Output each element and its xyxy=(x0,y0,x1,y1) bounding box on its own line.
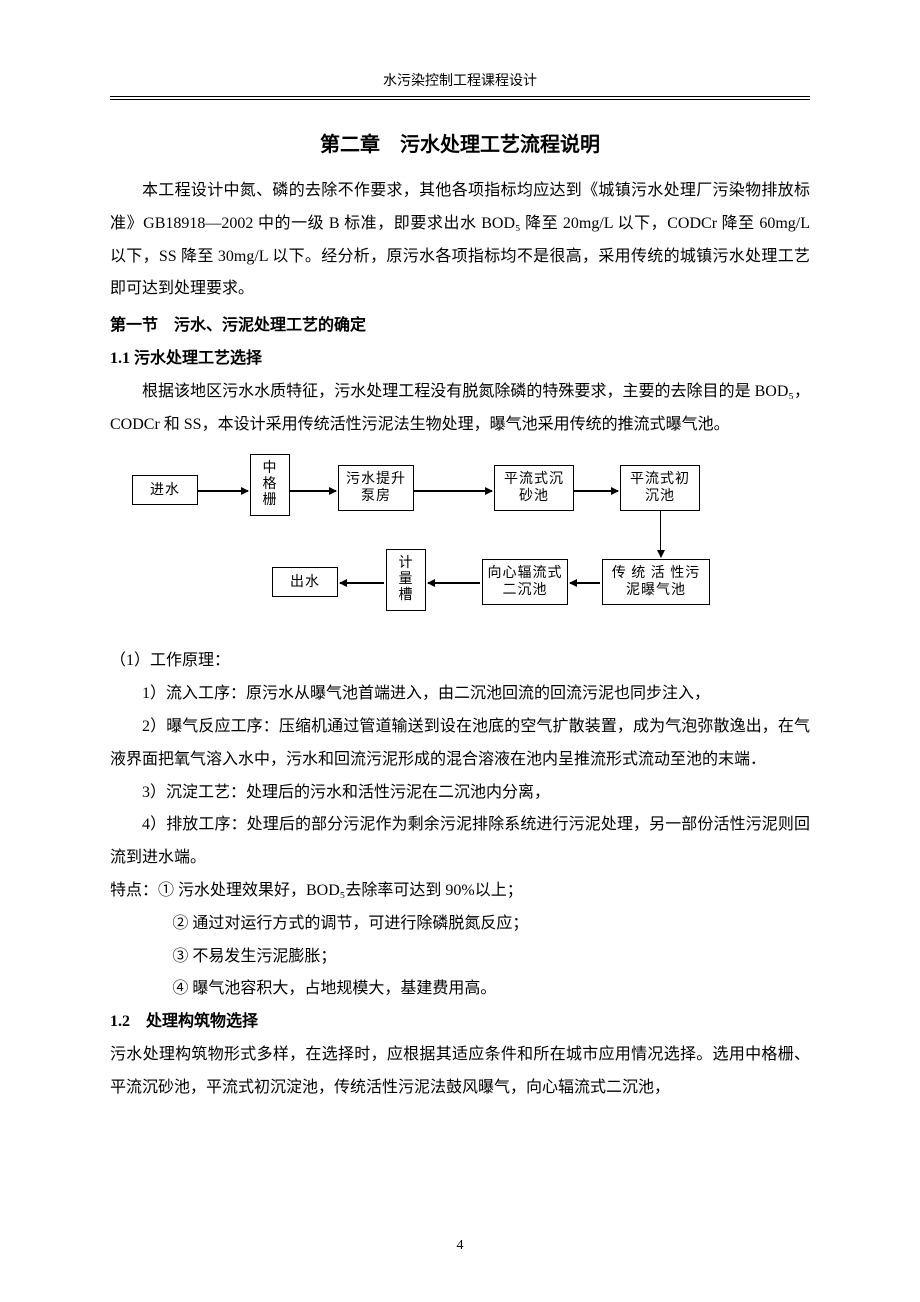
flow-edge xyxy=(340,582,384,583)
sub-1-2-title: 1.2 处理构筑物选择 xyxy=(110,1006,810,1039)
step-4: 4）排放工序：处理后的部分污泥作为剩余污泥排除系统进行污泥处理，另一部份活性污泥… xyxy=(110,809,810,875)
flow-node-n2: 中格栅 xyxy=(250,454,290,516)
flow-node-n8: 计量槽 xyxy=(386,549,426,611)
flow-node-n1: 进水 xyxy=(132,475,198,505)
chapter-title: 第二章 污水处理工艺流程说明 xyxy=(110,128,810,157)
intro-paragraph: 本工程设计中氮、磷的去除不作要求，其他各项指标均应达到《城镇污水处理厂污染物排放… xyxy=(110,175,810,306)
flow-edge xyxy=(414,490,492,491)
process-flowchart: 进水 中格栅 污水提升泵房 平流式沉砂池平流式初沉池传 统 活 性污泥曝气池向心辐流式… xyxy=(132,451,737,631)
section-1-title: 第一节 污水、污泥处理工艺的确定 xyxy=(110,310,810,343)
page-number: 4 xyxy=(0,1238,920,1254)
step-1: 1）流入工序：原污水从曝气池首端进入，由二沉池回流的回流污泥也同步注入， xyxy=(110,678,810,711)
sub-1-1-paragraph: 根据该地区污水水质特征，污水处理工程没有脱氮除磷的特殊要求，主要的去除目的是 B… xyxy=(110,376,810,442)
page-header-title: 水污染控制工程课程设计 xyxy=(110,70,810,97)
step-2: 2）曝气反应工序：压缩机通过管道输送到设在池底的空气扩散装置，成为气泡弥散逸出，… xyxy=(110,711,810,777)
sub-1-1-title: 1.1 污水处理工艺选择 xyxy=(110,343,810,376)
flow-edge xyxy=(198,490,248,491)
flow-node-n3: 污水提升泵房 xyxy=(338,465,414,511)
feature-4: ④ 曝气池容积大，占地规模大，基建费用高。 xyxy=(110,973,810,1006)
flow-node-n5: 平流式初沉池 xyxy=(620,465,700,511)
principle-heading: （1）工作原理： xyxy=(110,645,810,678)
flow-edge xyxy=(428,582,480,583)
feature-2: ② 通过对运行方式的调节，可进行除磷脱氮反应； xyxy=(110,908,810,941)
feature-3: ③ 不易发生污泥膨胀； xyxy=(110,941,810,974)
flow-edge xyxy=(574,490,618,491)
flow-node-n6: 传 统 活 性污泥曝气池 xyxy=(602,559,710,605)
flow-node-n9: 出水 xyxy=(272,567,338,597)
flow-node-n7: 向心辐流式二沉池 xyxy=(482,559,568,605)
header-rule xyxy=(110,99,810,100)
flow-edge xyxy=(570,582,600,583)
sub-1-2-paragraph: 污水处理构筑物形式多样，在选择时，应根据其适应条件和所在城市应用情况选择。选用中… xyxy=(110,1039,810,1105)
step-3: 3）沉淀工艺：处理后的污水和活性污泥在二沉池内分离， xyxy=(110,777,810,810)
flow-node-n4: 平流式沉砂池 xyxy=(494,465,574,511)
flow-edge xyxy=(660,511,661,557)
features-head: 特点：① 污水处理效果好，BOD₅去除率可达到 90%以上； xyxy=(110,875,810,908)
flow-edge xyxy=(290,490,336,491)
